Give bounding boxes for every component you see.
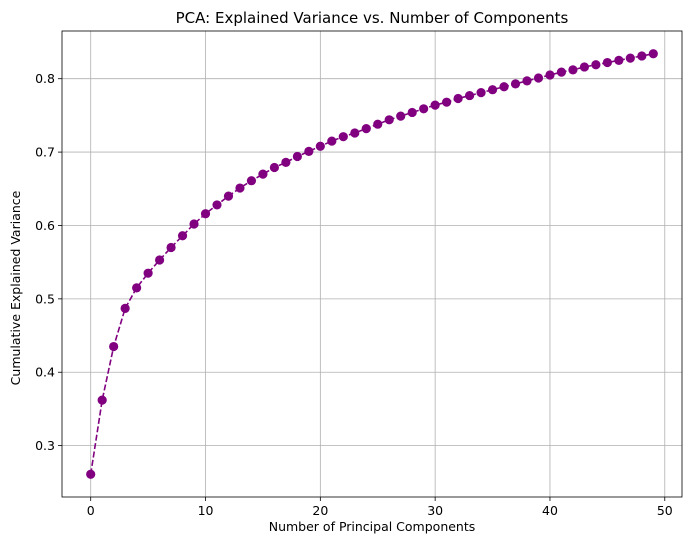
data-point	[97, 395, 107, 405]
data-point	[453, 93, 463, 104]
data-point	[109, 341, 119, 352]
plot-frame	[61, 30, 683, 498]
y-tick-label: 0.7	[35, 145, 55, 160]
data-point	[476, 88, 486, 98]
data-point	[637, 51, 647, 61]
data-point	[86, 469, 96, 479]
data-point	[235, 183, 245, 193]
data-point	[212, 200, 222, 210]
data-point	[522, 76, 532, 86]
data-point	[614, 55, 624, 65]
chart-title: PCA: Explained Variance vs. Number of Co…	[176, 9, 569, 27]
data-point	[258, 169, 268, 179]
data-point	[154, 255, 165, 265]
data-point	[143, 268, 153, 278]
data-point	[200, 209, 211, 219]
y-tick-label: 0.4	[35, 365, 55, 380]
data-point	[384, 115, 394, 125]
data-point	[545, 70, 555, 80]
data-point	[591, 60, 601, 70]
data-point	[407, 107, 417, 118]
data-point	[442, 97, 452, 107]
data-point	[464, 90, 475, 101]
grid-lines	[62, 31, 682, 497]
data-point	[166, 242, 176, 253]
data-point	[430, 100, 440, 110]
data-point	[625, 53, 635, 63]
data-point	[499, 82, 509, 92]
data-point	[533, 73, 544, 83]
data-point	[189, 219, 199, 229]
data-point	[350, 128, 360, 138]
data-point	[327, 136, 337, 146]
data-point	[281, 157, 291, 167]
data-point	[177, 231, 188, 241]
series-layer	[86, 49, 658, 479]
data-point	[419, 104, 429, 114]
data-point	[292, 151, 302, 162]
x-axis-ticks: 0 10 20 30 40 50	[87, 497, 673, 518]
data-point	[132, 283, 142, 293]
data-point	[120, 303, 130, 313]
x-tick-label: 20	[312, 503, 328, 518]
data-point	[361, 124, 371, 134]
series-line	[89, 52, 654, 475]
data-point	[315, 141, 325, 151]
y-axis-label: Cumulative Explained Variance	[8, 190, 23, 385]
data-point	[304, 146, 314, 156]
data-point	[568, 65, 578, 75]
x-tick-label: 10	[198, 503, 214, 518]
x-axis-label: Number of Principal Components	[269, 519, 476, 534]
data-point	[223, 191, 234, 201]
x-tick-label: 30	[427, 503, 443, 518]
data-point	[487, 85, 498, 95]
data-point	[602, 57, 612, 68]
data-point	[556, 67, 567, 77]
data-point	[396, 111, 406, 121]
x-tick-label: 50	[657, 503, 673, 518]
data-point	[510, 79, 521, 89]
x-tick-label: 0	[87, 503, 95, 518]
x-tick-label: 40	[542, 503, 558, 518]
data-point	[269, 162, 280, 173]
y-tick-label: 0.8	[35, 71, 55, 86]
data-point	[648, 49, 658, 59]
data-point	[579, 62, 590, 72]
y-axis-ticks: 0.3 0.4 0.5 0.6 0.7 0.8	[35, 71, 62, 453]
data-point	[373, 119, 383, 129]
data-point	[246, 176, 257, 186]
y-tick-label: 0.3	[35, 438, 55, 453]
y-tick-label: 0.5	[35, 291, 55, 306]
y-tick-label: 0.6	[35, 218, 55, 233]
data-point	[338, 132, 348, 142]
